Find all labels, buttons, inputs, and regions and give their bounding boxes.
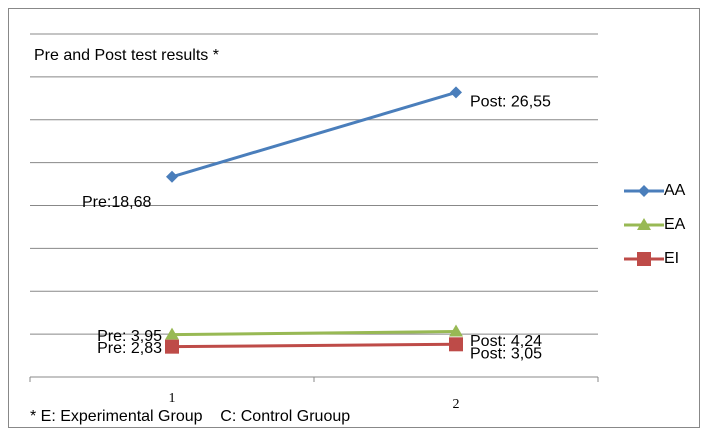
legend-marker	[637, 218, 651, 230]
data-label: Pre:18,68	[82, 194, 151, 211]
data-label: Post: 4,24	[470, 333, 542, 350]
legend-marker	[637, 252, 651, 266]
data-point	[449, 324, 463, 337]
series-line	[171, 330, 457, 337]
x-tick-label: 2	[453, 397, 460, 412]
data-point	[165, 339, 179, 354]
footnote: * E: Experimental Group C: Control Gruou…	[30, 408, 350, 425]
data-point	[449, 337, 463, 352]
legend-label: AA	[664, 182, 686, 199]
legend-marker	[638, 185, 650, 197]
data-label: Post: 3,05	[470, 346, 542, 363]
chart-title: Pre and Post test results *	[34, 47, 219, 64]
data-point	[450, 86, 462, 99]
data-label: Post: 26,55	[470, 94, 551, 111]
data-point	[166, 170, 178, 183]
series-line	[171, 342, 457, 349]
chart-border	[8, 8, 700, 428]
legend-label: EA	[664, 216, 686, 233]
data-label: Pre: 2,83	[97, 340, 162, 357]
data-label: Pre: 3,95	[97, 328, 162, 345]
legend-label: EI	[664, 250, 679, 267]
data-point	[165, 327, 179, 340]
x-tick-label: 1	[169, 391, 176, 406]
series-line	[171, 90, 457, 179]
